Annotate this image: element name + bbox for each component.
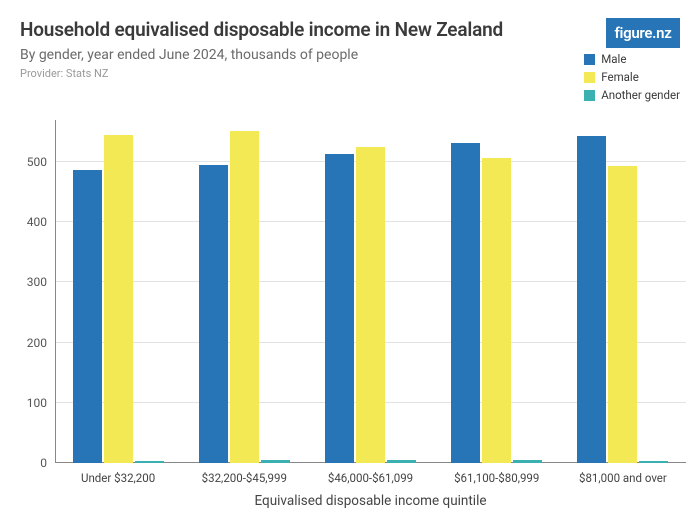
bar <box>451 143 480 463</box>
legend-item: Female <box>584 70 680 84</box>
y-tick-label: 200 <box>27 336 55 350</box>
y-tick-label: 300 <box>27 275 55 289</box>
legend-swatch <box>584 54 595 65</box>
chart-subtitle: By gender, year ended June 2024, thousan… <box>20 47 680 63</box>
bar-group <box>560 120 686 463</box>
chart-area: Under $32,200$32,200-$45,999$46,000-$61,… <box>55 120 686 463</box>
bar-group <box>307 120 433 463</box>
figure-nz-logo: figure.nz <box>606 18 680 48</box>
bar <box>482 158 511 463</box>
chart-title: Household equivalised disposable income … <box>20 18 680 41</box>
y-tick-label: 400 <box>27 215 55 229</box>
bar <box>577 136 606 463</box>
bar <box>73 170 102 463</box>
bar <box>356 147 385 463</box>
legend-item: Another gender <box>584 88 680 102</box>
legend: Male Female Another gender <box>584 52 680 102</box>
x-axis-title: Equivalised disposable income quintile <box>55 463 686 509</box>
plot-area <box>55 120 686 463</box>
y-tick-label: 100 <box>27 396 55 410</box>
bar <box>608 166 637 463</box>
legend-swatch <box>584 90 595 101</box>
legend-item: Male <box>584 52 680 66</box>
legend-label: Another gender <box>601 88 680 102</box>
page: Household equivalised disposable income … <box>0 0 700 525</box>
legend-label: Female <box>601 70 639 84</box>
y-tick-label: 0 <box>40 456 55 470</box>
bar-group <box>55 120 181 463</box>
y-tick-label: 500 <box>27 155 55 169</box>
bar-group <box>181 120 307 463</box>
header: Household equivalised disposable income … <box>20 18 680 80</box>
bar <box>199 165 228 463</box>
legend-label: Male <box>601 52 626 66</box>
bar <box>230 131 259 463</box>
bar-group <box>434 120 560 463</box>
legend-swatch <box>584 72 595 83</box>
chart-provider: Provider: Stats NZ <box>20 67 680 80</box>
bar <box>325 154 354 463</box>
bar <box>104 135 133 463</box>
